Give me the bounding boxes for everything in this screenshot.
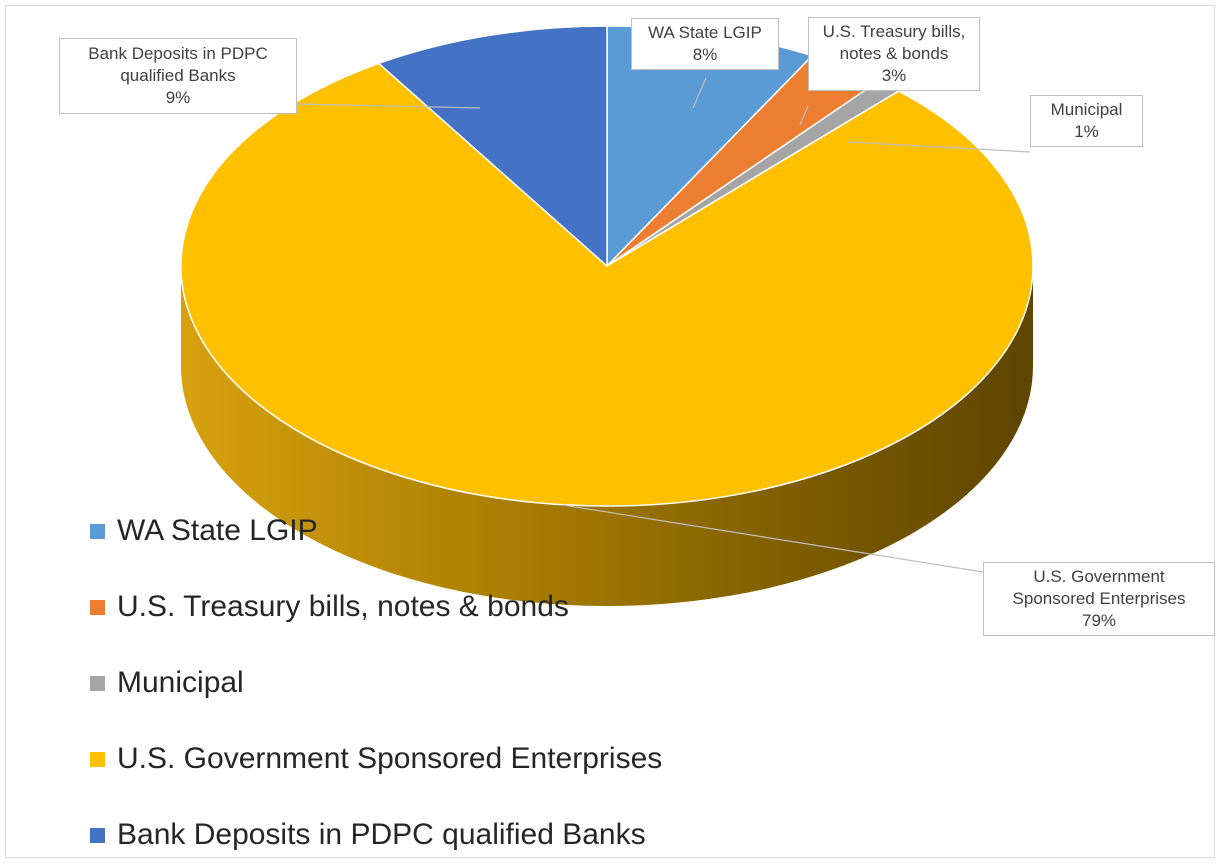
data-label-percent: 8% (692, 45, 718, 64)
legend-item-municipal: Municipal (90, 645, 662, 721)
legend-label: WA State LGIP (117, 514, 318, 547)
data-label-bank-deposits: Bank Deposits in PDPC qualified Banks 9% (59, 38, 297, 114)
leader-us-gse (562, 504, 984, 573)
slice-us-gse (180, 62, 1034, 507)
leader-bank-deposits (296, 103, 481, 109)
legend-swatch (90, 599, 105, 615)
leader-wa-state-lgip (692, 77, 707, 109)
legend-item-wa-state-lgip: WA State LGIP (90, 493, 662, 569)
slice-bank-deposits (377, 25, 608, 267)
data-label-name: U.S. Government Sponsored Enterprises (1012, 567, 1186, 608)
legend-swatch (90, 523, 105, 539)
legend-item-us-gse: U.S. Government Sponsored Enterprises (90, 721, 662, 797)
leader-lines (296, 77, 1031, 573)
legend-swatch (90, 675, 105, 691)
pie-top-layer (180, 25, 1034, 507)
legend-label: U.S. Treasury bills, notes & bonds (117, 590, 569, 623)
legend-label: Bank Deposits in PDPC qualified Banks (117, 818, 646, 851)
data-label-name: WA State LGIP (648, 23, 762, 42)
data-label-municipal: Municipal 1% (1030, 95, 1143, 147)
data-label-percent: 9% (165, 88, 191, 107)
data-label-us-treasury: U.S. Treasury bills, notes & bonds 3% (808, 17, 980, 91)
data-label-wa-state-lgip: WA State LGIP 8% (631, 18, 779, 70)
legend-item-us-treasury: U.S. Treasury bills, notes & bonds (90, 569, 662, 645)
legend-label: Municipal (117, 666, 244, 699)
data-label-us-gse: U.S. Government Sponsored Enterprises 79… (983, 562, 1215, 636)
legend-swatch (90, 827, 105, 843)
legend-swatch (90, 751, 105, 767)
data-label-name: Municipal (1050, 100, 1123, 119)
chart-frame (5, 5, 1215, 858)
legend: WA State LGIP U.S. Treasury bills, notes… (90, 493, 662, 865)
data-label-name: U.S. Treasury bills, notes & bonds (822, 22, 966, 63)
legend-item-bank-deposits: Bank Deposits in PDPC qualified Banks (90, 797, 662, 865)
leader-municipal (847, 141, 1031, 153)
slice-us-gse-side (181, 266, 1033, 606)
leader-us-treasury (799, 105, 809, 126)
data-label-percent: 79% (1081, 611, 1117, 630)
legend-label: U.S. Government Sponsored Enterprises (117, 742, 663, 775)
data-label-percent: 3% (881, 66, 907, 85)
pie-side-layer (181, 266, 1033, 606)
data-label-percent: 1% (1074, 122, 1099, 141)
data-label-name: Bank Deposits in PDPC qualified Banks (88, 44, 268, 85)
